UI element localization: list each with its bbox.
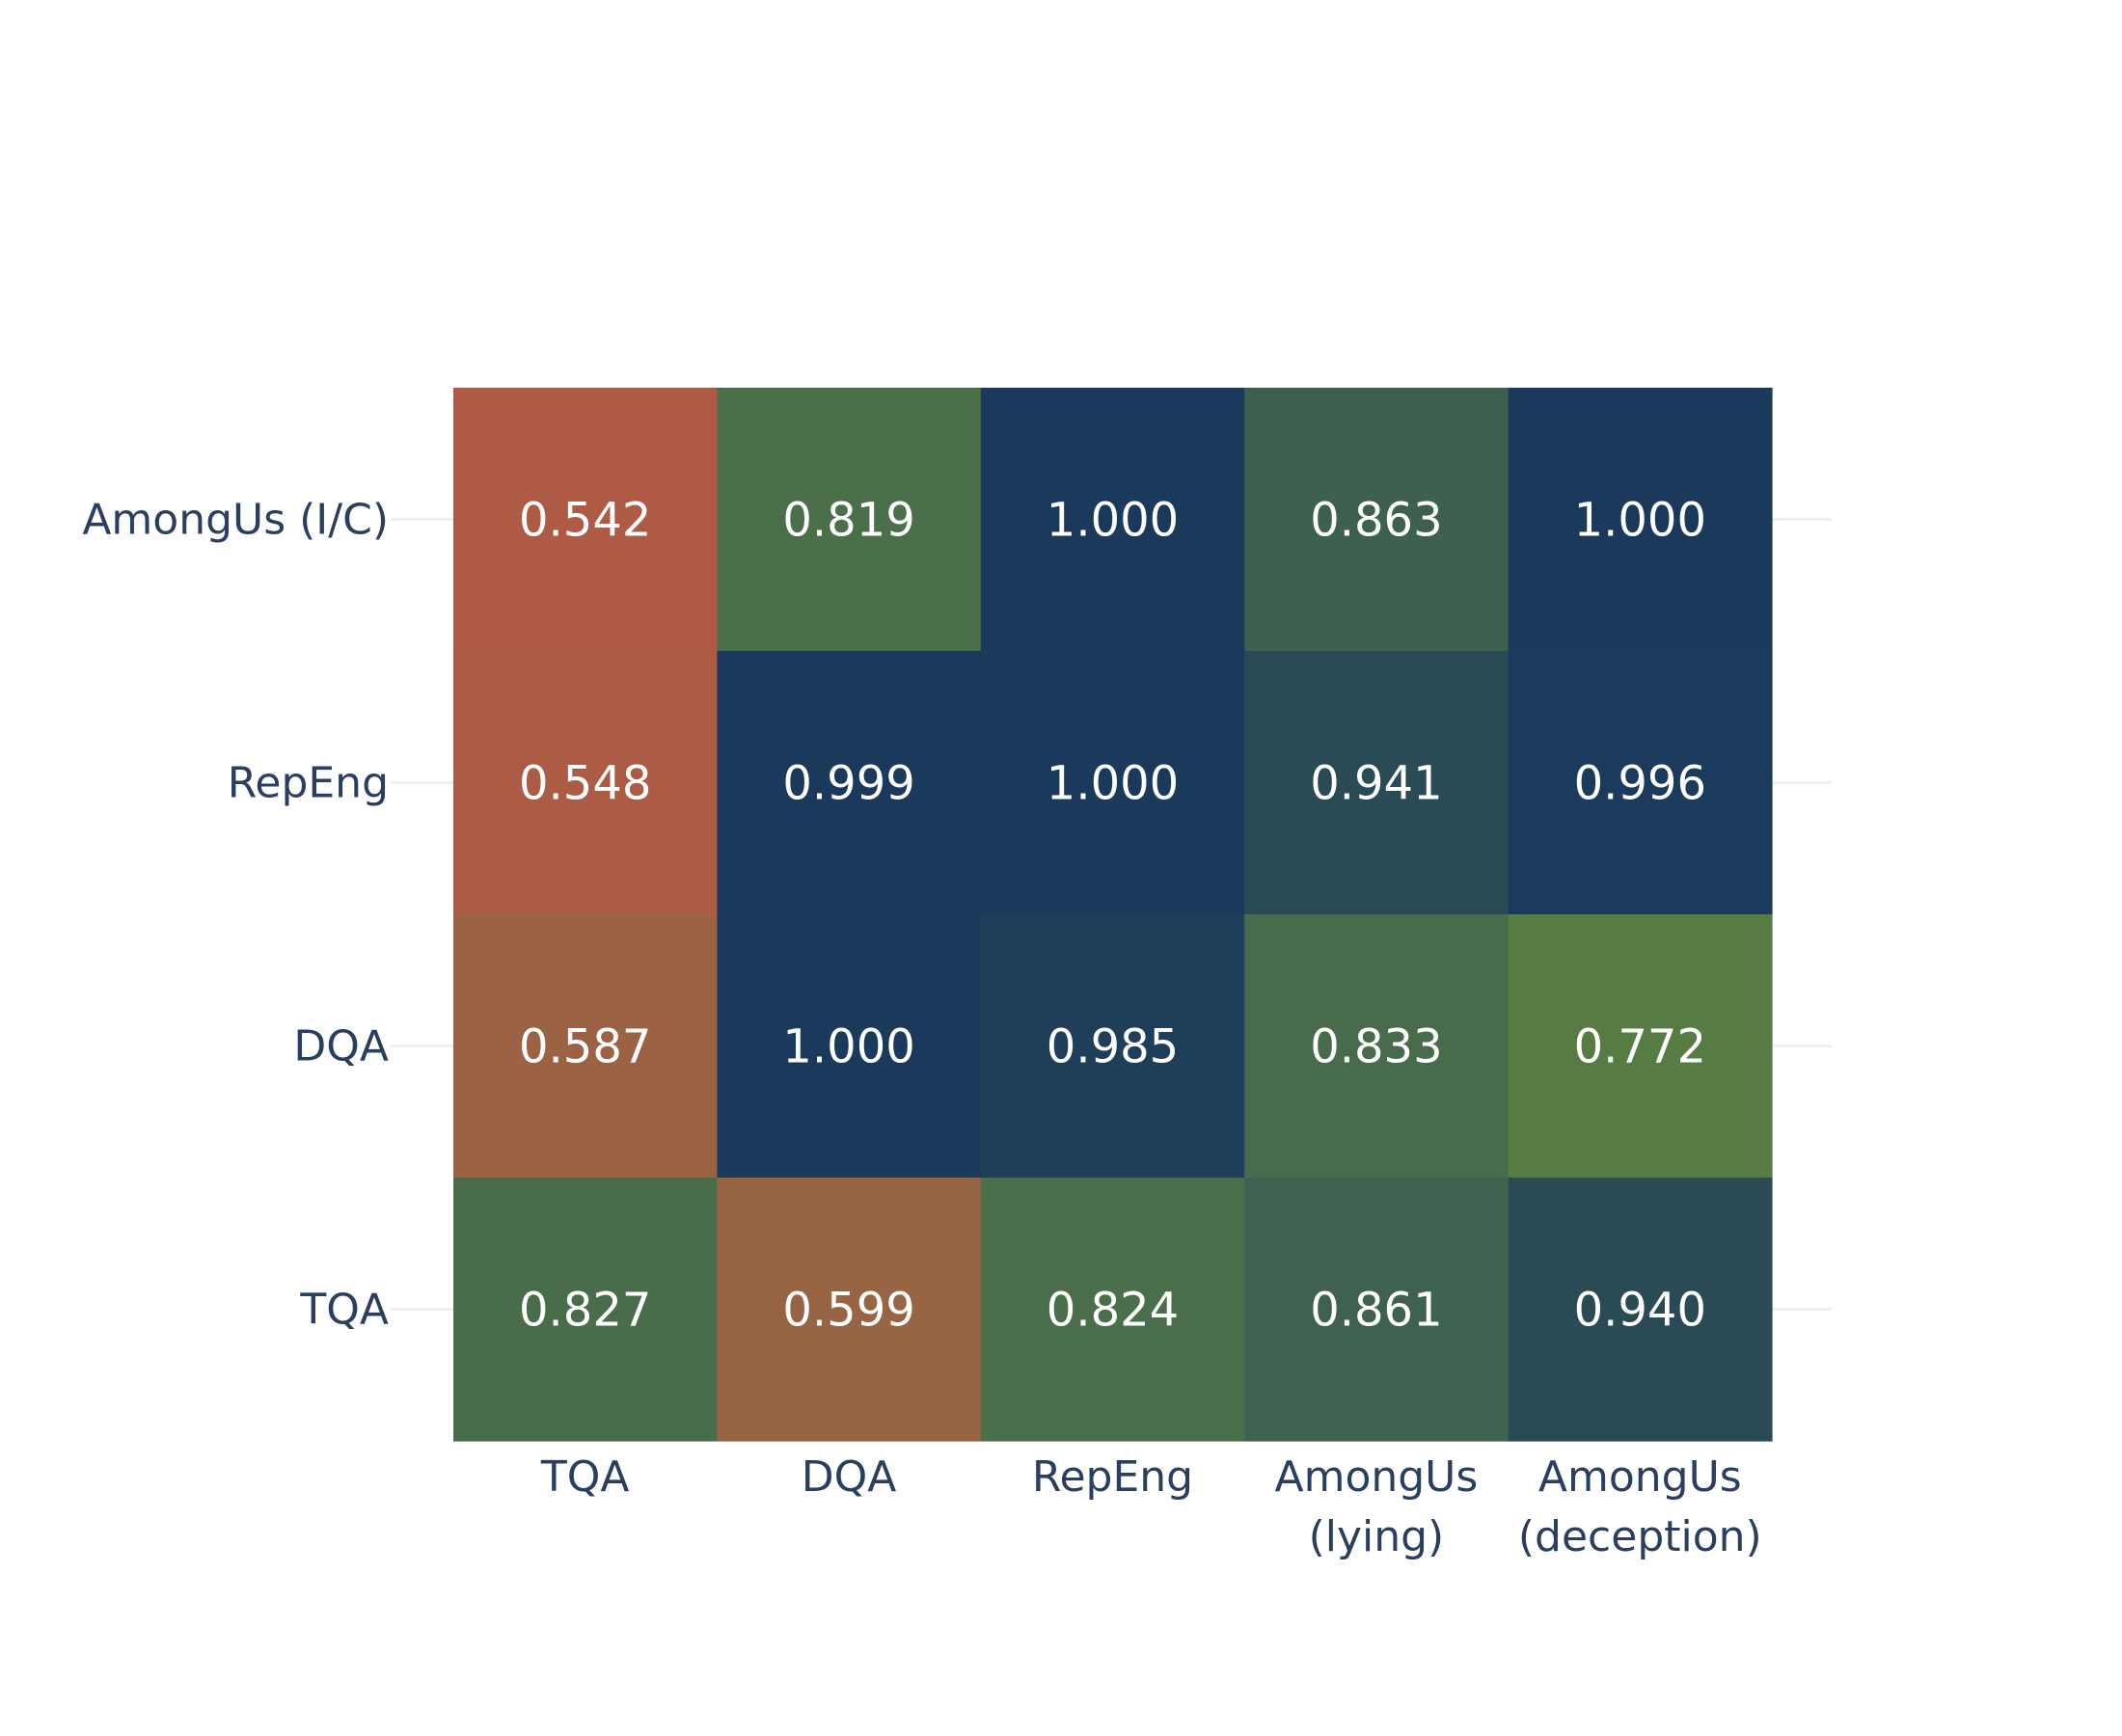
heatmap-cell xyxy=(453,388,718,652)
heatmap-cell xyxy=(980,1178,1245,1442)
heatmap-cell xyxy=(717,914,982,1179)
heatmap-cell xyxy=(717,651,982,915)
cell-value-labels: 0.542 0.819 1.000 0.863 1.000 0.548 0.999 1.000… xyxy=(519,494,1706,1338)
x-tick-label: DQA xyxy=(802,1452,897,1502)
heatmap-cell xyxy=(1508,1178,1773,1442)
heatmap-cell xyxy=(980,914,1245,1179)
heatmap-cell xyxy=(717,388,982,652)
y-tick-label: DQA xyxy=(293,1022,389,1071)
y-tick-label: AmongUs (I/C) xyxy=(82,496,389,545)
cell-value-label: 0.985 xyxy=(1047,1020,1179,1074)
cell-value-label: 0.861 xyxy=(1310,1284,1442,1338)
heatmap-cell xyxy=(1244,651,1510,915)
cell-value-label: 0.819 xyxy=(782,494,914,548)
heatmap-cell xyxy=(717,1178,982,1442)
y-tick-label: RepEng xyxy=(228,759,389,808)
cell-value-label: 0.833 xyxy=(1310,1020,1442,1074)
cell-value-label: 1.000 xyxy=(1047,494,1179,548)
x-tick-label: TQA xyxy=(540,1452,630,1502)
heatmap-cell xyxy=(453,914,718,1179)
cell-value-label: 0.548 xyxy=(519,757,651,811)
cell-value-label: 1.000 xyxy=(1047,757,1179,811)
cell-value-label: 0.599 xyxy=(782,1284,914,1338)
cell-value-label: 0.824 xyxy=(1047,1284,1179,1338)
cell-value-label: 0.996 xyxy=(1574,757,1706,811)
heatmap-cell xyxy=(980,651,1245,915)
x-tick-label: AmongUs (deception) xyxy=(1518,1452,1762,1561)
y-tick-label: TQA xyxy=(299,1286,389,1335)
heatmap-cell xyxy=(453,651,718,915)
cell-value-label: 1.000 xyxy=(782,1020,914,1074)
cell-value-label: 0.772 xyxy=(1574,1020,1706,1074)
heatmap-cell xyxy=(980,388,1245,652)
heatmap-cell xyxy=(1244,1178,1510,1442)
heatmap-cell xyxy=(1508,914,1773,1179)
cell-value-label: 0.999 xyxy=(782,757,914,811)
cell-value-label: 0.587 xyxy=(519,1020,651,1074)
heatmap-cell xyxy=(1508,388,1773,652)
cell-value-label: 0.940 xyxy=(1574,1284,1706,1338)
x-tick-label: RepEng xyxy=(1032,1452,1193,1502)
cell-value-label: 0.542 xyxy=(519,494,651,548)
heatmap-cell xyxy=(453,1178,718,1442)
cell-value-label: 0.941 xyxy=(1310,757,1442,811)
heatmap-cells xyxy=(453,388,1773,1442)
y-axis-tick-labels: AmongUs (I/C) RepEng DQA TQA xyxy=(82,496,389,1335)
x-axis-tick-labels: TQA DQA RepEng AmongUs (lying) AmongUs (decept… xyxy=(540,1452,1762,1561)
cell-value-label: 1.000 xyxy=(1574,494,1706,548)
cell-value-label: 0.863 xyxy=(1310,494,1442,548)
heatmap-cell xyxy=(1244,388,1510,652)
heatmap-cell xyxy=(1508,651,1773,915)
heatmap-cell xyxy=(1244,914,1510,1179)
cell-value-label: 0.827 xyxy=(519,1284,651,1338)
x-tick-label: AmongUs (lying) xyxy=(1274,1452,1478,1561)
